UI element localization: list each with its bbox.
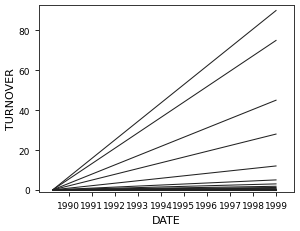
Y-axis label: TURNOVER: TURNOVER xyxy=(6,68,16,130)
X-axis label: DATE: DATE xyxy=(152,216,181,225)
